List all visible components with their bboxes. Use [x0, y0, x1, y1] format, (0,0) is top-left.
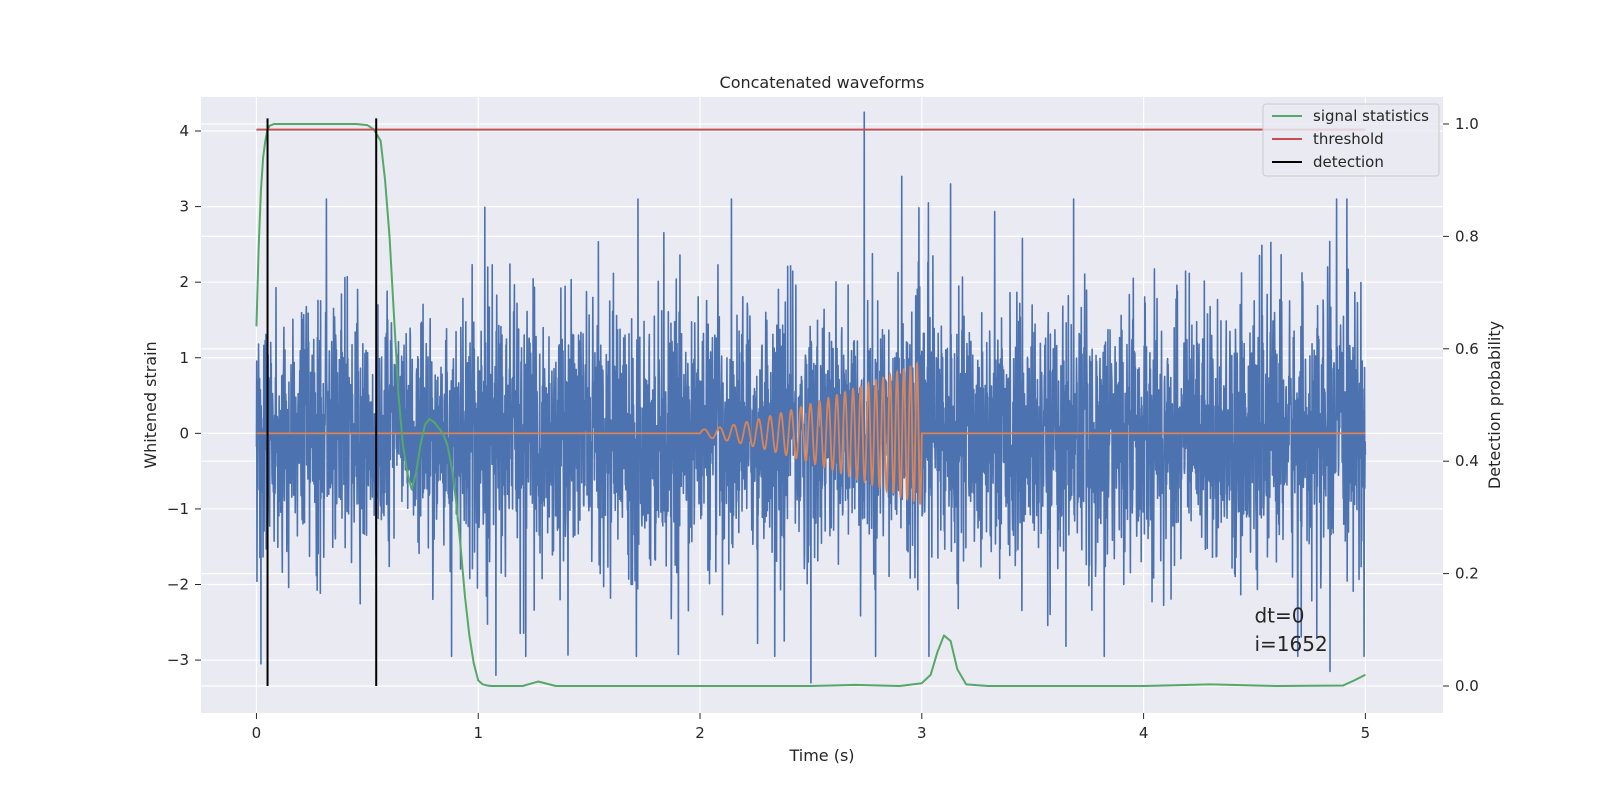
y2-tick-label: 0.6: [1455, 340, 1479, 358]
legend-label: threshold: [1313, 130, 1384, 148]
x-tick-label: 3: [917, 724, 927, 742]
y-tick-label: −2: [167, 576, 189, 594]
y2-tick-label: 0.4: [1455, 452, 1479, 470]
legend-label: signal statistics: [1313, 107, 1429, 125]
y-tick-label: −1: [167, 500, 189, 518]
y-tick-label: 4: [179, 122, 189, 140]
x-tick-label: 0: [252, 724, 262, 742]
annotation-text: dt=0: [1254, 603, 1304, 627]
y-tick-label: 1: [179, 349, 189, 367]
y-tick-label: 2: [179, 273, 189, 291]
y2-axis-label: Detection probability: [1485, 321, 1504, 489]
x-tick-label: 2: [695, 724, 705, 742]
chirp-series: [256, 360, 1366, 505]
x-axis-label: Time (s): [788, 746, 854, 765]
annotations: dt=0 i=1652: [1254, 603, 1327, 656]
signal-statistics-line: [255, 122, 1366, 688]
y-tick-label: −3: [167, 651, 189, 669]
chart-title: Concatenated waveforms: [720, 73, 925, 92]
legend-box: [1262, 103, 1440, 177]
y2-tick-label: 0.0: [1455, 677, 1479, 695]
detection-series: [266, 118, 378, 687]
x-tick-label: 1: [473, 724, 483, 742]
y-axis-label: Whitened strain: [141, 341, 160, 468]
signal-statistics-series: [255, 122, 1366, 688]
y2-tick-label: 1.0: [1455, 115, 1479, 133]
x-tick-label: 5: [1361, 724, 1371, 742]
y2-tick-label: 0.8: [1455, 227, 1479, 245]
legend: signal statistics threshold detection: [1262, 103, 1440, 177]
y2-tick-label: 0.2: [1455, 565, 1479, 583]
ticks: 0 1 2 3 4 5 −3 −2 −1 0 1 2 3 4 0.0 0.2 0.4 0.6 0.8 1.0: [167, 115, 1479, 742]
chirp-line: [256, 360, 1366, 505]
y-tick-label: 0: [179, 424, 189, 442]
y-tick-label: 3: [179, 198, 189, 216]
legend-label: detection: [1313, 153, 1384, 171]
noise-series: [255, 111, 1367, 684]
noise-line: [255, 111, 1367, 684]
x-tick-label: 4: [1139, 724, 1149, 742]
annotation-text: i=1652: [1254, 632, 1327, 656]
